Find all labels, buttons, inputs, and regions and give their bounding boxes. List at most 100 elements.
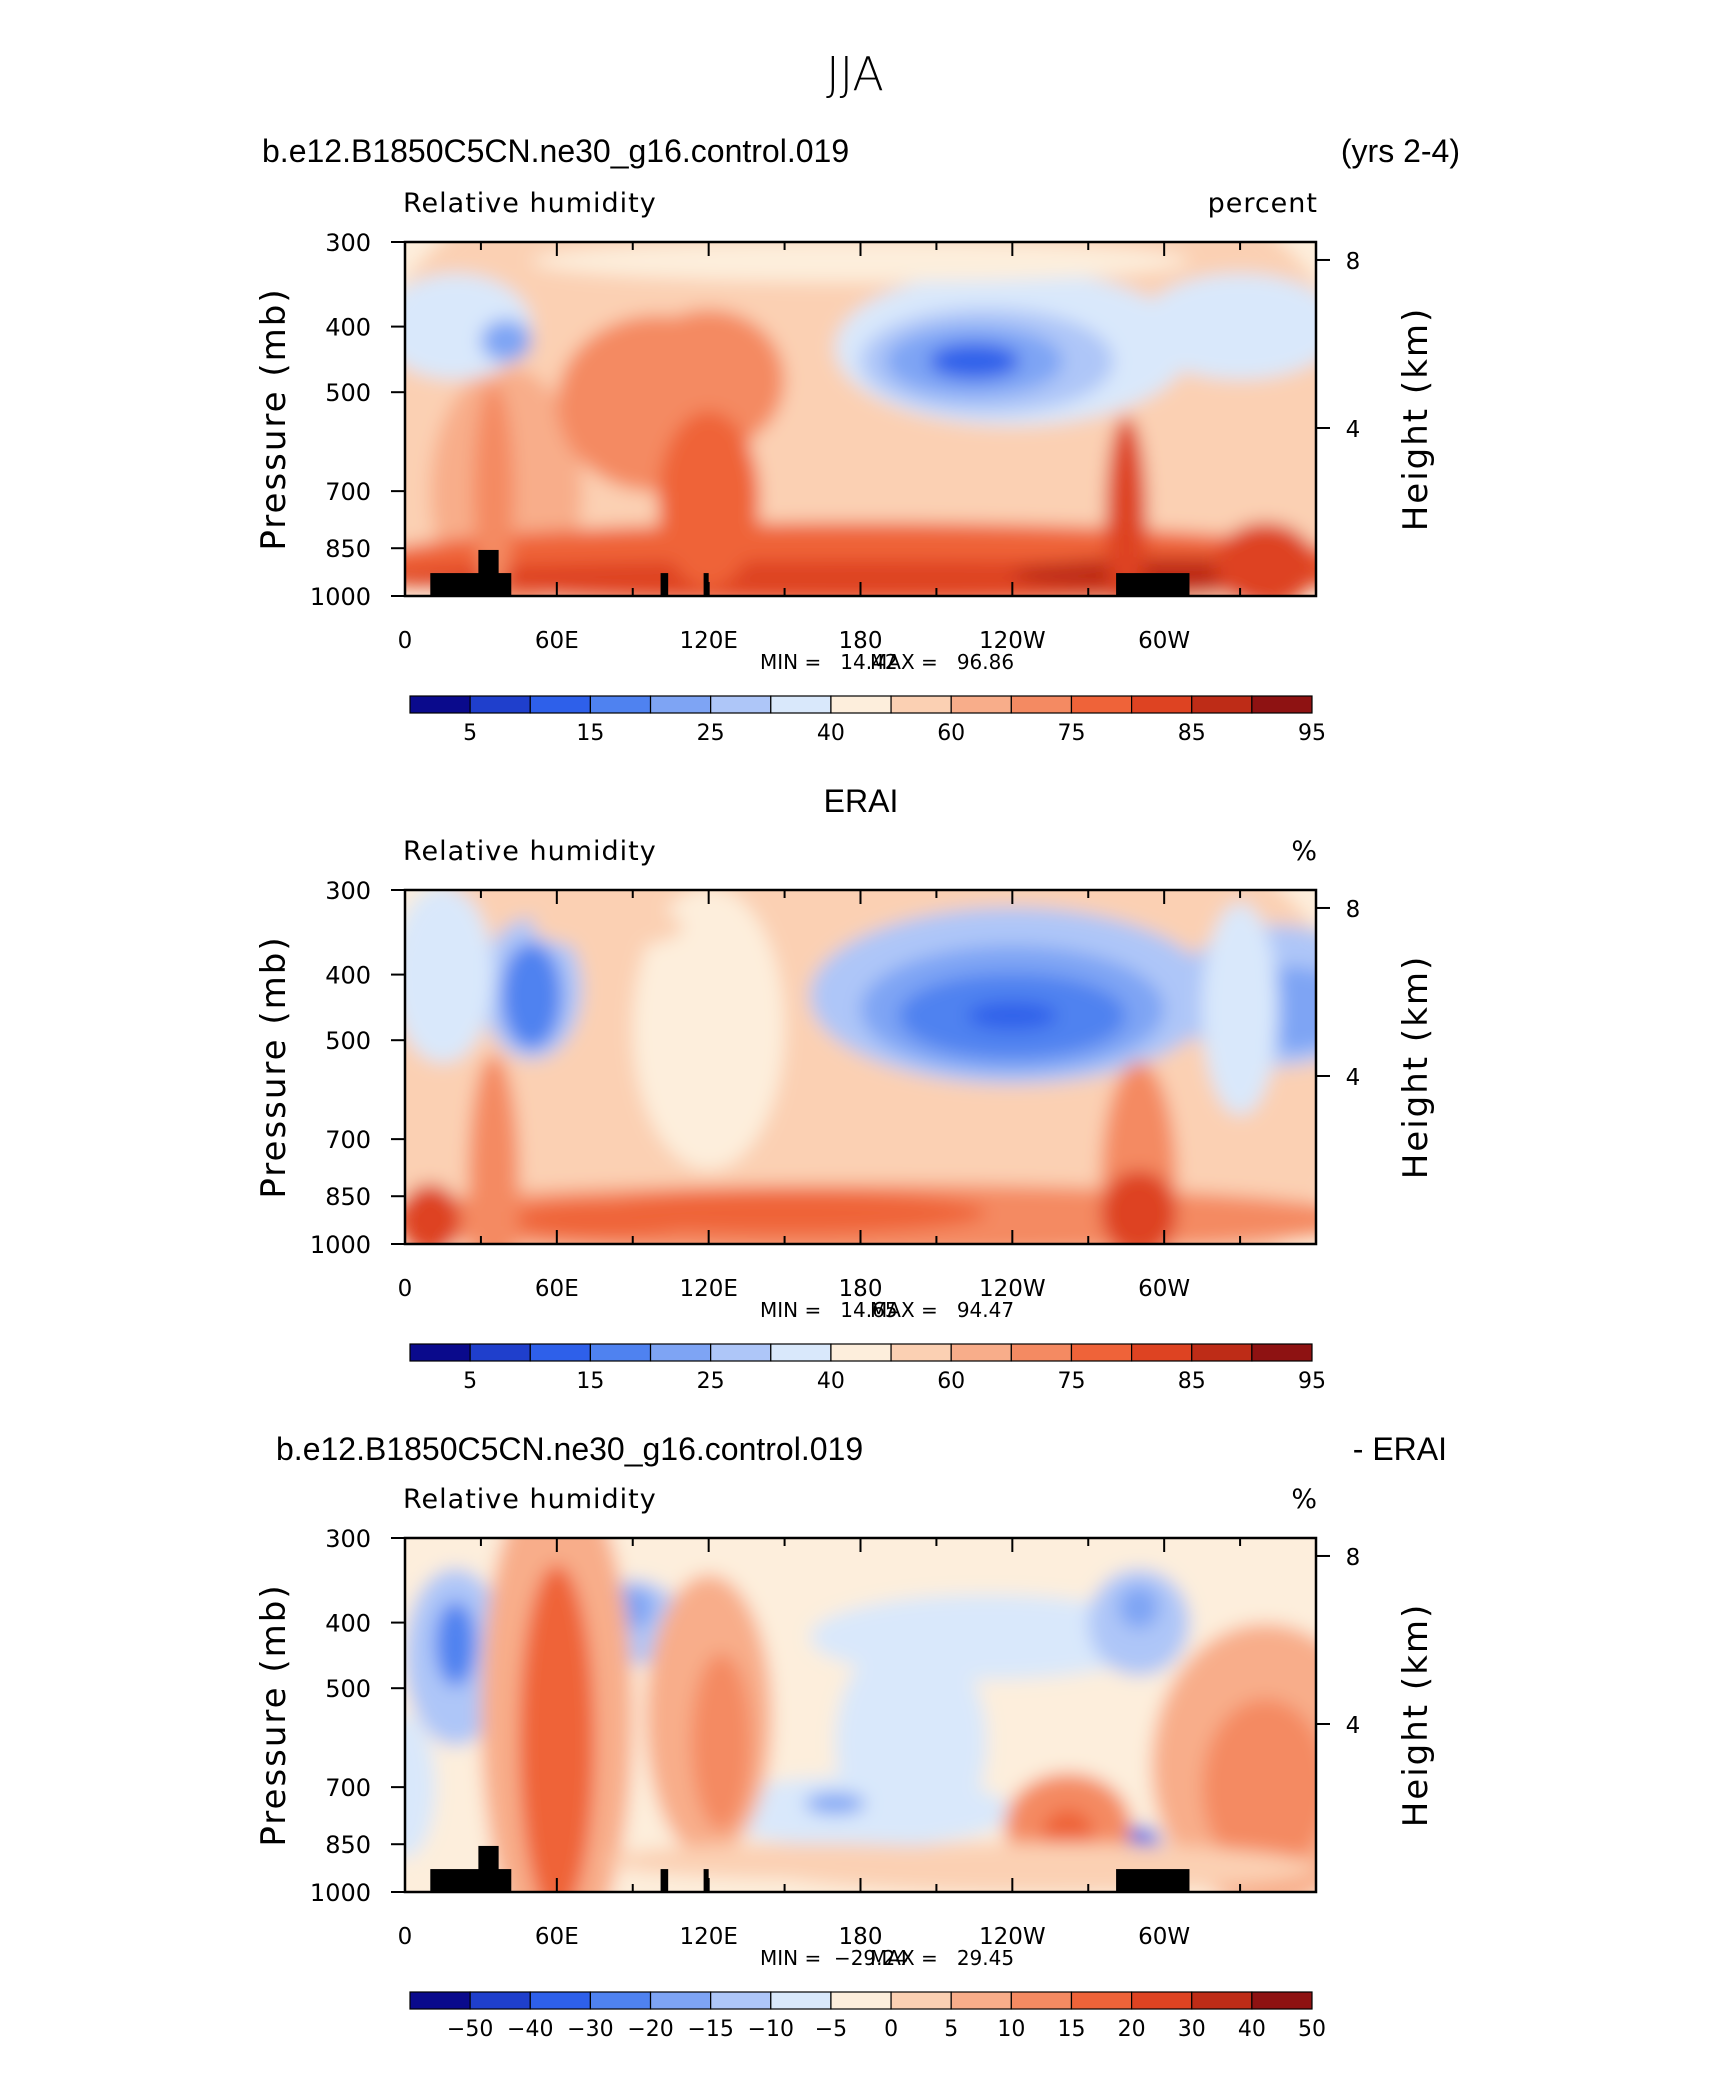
colorbar-swatch — [830, 1343, 892, 1362]
colorbar-label: −50 — [447, 2017, 493, 2042]
contour-blob-18 — [405, 1184, 461, 1244]
x-tick-label: 60E — [535, 1276, 579, 1302]
x-tick-label: 180 — [839, 1924, 883, 1950]
colorbar-label: 5 — [944, 2017, 958, 2042]
colorbar-swatch — [1251, 695, 1313, 714]
topography-block-2 — [660, 1869, 669, 1892]
contour-blob-21 — [607, 1843, 1013, 1879]
colorbar-label: 85 — [1178, 721, 1206, 746]
x-tick-label: 180 — [839, 628, 883, 654]
colorbar-swatch — [1130, 1991, 1193, 2010]
x-tick-label: 60E — [535, 628, 579, 654]
colorbar-label: 85 — [1178, 1369, 1206, 1394]
topography-block-0 — [430, 1869, 512, 1892]
colorbar-swatch — [950, 1991, 1012, 2010]
y-tick-label: 300 — [325, 877, 371, 905]
topography-block-1 — [478, 549, 499, 596]
colorbar-label: 15 — [576, 721, 604, 746]
colorbar-swatch — [589, 1991, 652, 2010]
max-label: MAX = 29.45 — [870, 1946, 1014, 1970]
colorbar-swatch — [890, 1343, 952, 1362]
contour-blob-4 — [966, 1001, 1058, 1030]
x-tick-label: 180 — [839, 1276, 883, 1302]
colorbar-swatch — [1191, 1343, 1253, 1362]
max-label: MAX = 94.47 — [870, 1298, 1014, 1322]
max-label: MAX = 96.86 — [870, 650, 1014, 674]
x-tick-label: 60W — [1138, 628, 1190, 654]
y-tick-label: 700 — [325, 1126, 371, 1154]
min-label: MIN = −29.24 — [760, 1946, 908, 1970]
colorbar-label: 25 — [697, 1369, 725, 1394]
colorbar-swatch — [409, 1991, 471, 2010]
plot-units: % — [1291, 1484, 1318, 1515]
colorbar-swatch — [409, 695, 471, 714]
colorbar-label: 60 — [937, 721, 965, 746]
contour-blob-13 — [518, 1564, 595, 1892]
panel3-case-title: b.e12.B1850C5CN.ne30_g16.control.019 — [276, 1431, 863, 1467]
colorbar-swatch — [770, 1991, 832, 2010]
contour-blob-18 — [1214, 522, 1316, 596]
colorbar-label: 30 — [1178, 2017, 1206, 2042]
colorbar-label: 40 — [817, 721, 845, 746]
colorbar: −50 −40 −30 −20 −15 −10 −5 0 5 10 15 20 30 40 50 — [409, 1991, 1326, 2042]
contour-blob-16 — [658, 410, 760, 588]
x-tick-label: 120W — [979, 1276, 1046, 1302]
colorbar-swatch — [469, 695, 531, 714]
colorbar-swatch — [529, 1991, 591, 2010]
y2-axis-label: Height (km) — [1396, 307, 1436, 532]
y-tick-label: 850 — [325, 535, 371, 563]
colorbar-swatch — [1070, 695, 1133, 714]
y-tick-label: 300 — [325, 229, 371, 257]
colorbar-label: −5 — [815, 2017, 847, 2042]
colorbar-swatch — [649, 1343, 712, 1362]
colorbar-swatch — [710, 1991, 772, 2010]
y2-tick-label: 4 — [1346, 1713, 1361, 1739]
contour-blob-8 — [928, 343, 1020, 379]
field-contours — [405, 890, 1316, 1244]
y2-tick-label: 8 — [1346, 897, 1361, 923]
panel1-years: (yrs 2-4) — [1341, 133, 1460, 169]
y2-tick-label: 8 — [1346, 249, 1361, 275]
x-tick-label: 60W — [1138, 1924, 1190, 1950]
topography-block-4 — [1116, 573, 1190, 596]
min-label: MIN = 14.42 — [760, 650, 898, 674]
colorbar-swatch — [1130, 695, 1193, 714]
panel-1: 0 60E 120E 180 120W 60W 300 400 500 700 850 1000 8 4 P… — [254, 188, 1436, 746]
topography-block-2 — [660, 573, 669, 596]
colorbar-label: −10 — [748, 2017, 794, 2042]
colorbar-label: 15 — [576, 1369, 604, 1394]
panel1-case-title: b.e12.B1850C5CN.ne30_g16.control.019 — [262, 133, 849, 169]
colorbar-swatch — [890, 695, 952, 714]
panel-2: 0 60E 120E 180 120W 60W 300 400 500 700 850 1000 8 4 P… — [254, 836, 1436, 1394]
y-tick-label: 500 — [325, 379, 371, 407]
y-tick-label: 850 — [325, 1183, 371, 1211]
contour-blob-3 — [708, 1775, 1013, 1847]
x-tick-label: 0 — [398, 628, 413, 654]
colorbar-swatch — [529, 1343, 591, 1362]
topography-block-1 — [478, 1845, 499, 1892]
contour-blob-6 — [501, 942, 562, 1049]
colorbar-label: 95 — [1298, 1369, 1326, 1394]
x-tick-label: 120E — [679, 628, 737, 654]
colorbar-swatch — [1070, 1991, 1133, 2010]
colorbar-label: −40 — [507, 2017, 553, 2042]
x-tick-label: 120W — [979, 1924, 1046, 1950]
y-axis-label: Pressure (mb) — [254, 935, 294, 1198]
colorbar-swatch — [649, 695, 712, 714]
y-tick-label: 700 — [325, 1774, 371, 1802]
colorbar-swatch — [830, 1991, 892, 2010]
plot-units: percent — [1208, 188, 1318, 219]
colorbar-swatch — [469, 1343, 531, 1362]
y-tick-label: 500 — [325, 1027, 371, 1055]
colorbar-label: 20 — [1118, 2017, 1146, 2042]
colorbar-swatch — [1010, 1343, 1073, 1362]
colorbar-label: −15 — [687, 2017, 733, 2042]
colorbar-swatch — [1251, 1343, 1313, 1362]
y-tick-label: 1000 — [310, 1879, 371, 1907]
colorbar-label: 25 — [697, 721, 725, 746]
colorbar-label: 10 — [997, 2017, 1025, 2042]
y2-tick-label: 8 — [1346, 1545, 1361, 1571]
colorbar-label: 40 — [1238, 2017, 1266, 2042]
colorbar-label: 75 — [1057, 1369, 1085, 1394]
